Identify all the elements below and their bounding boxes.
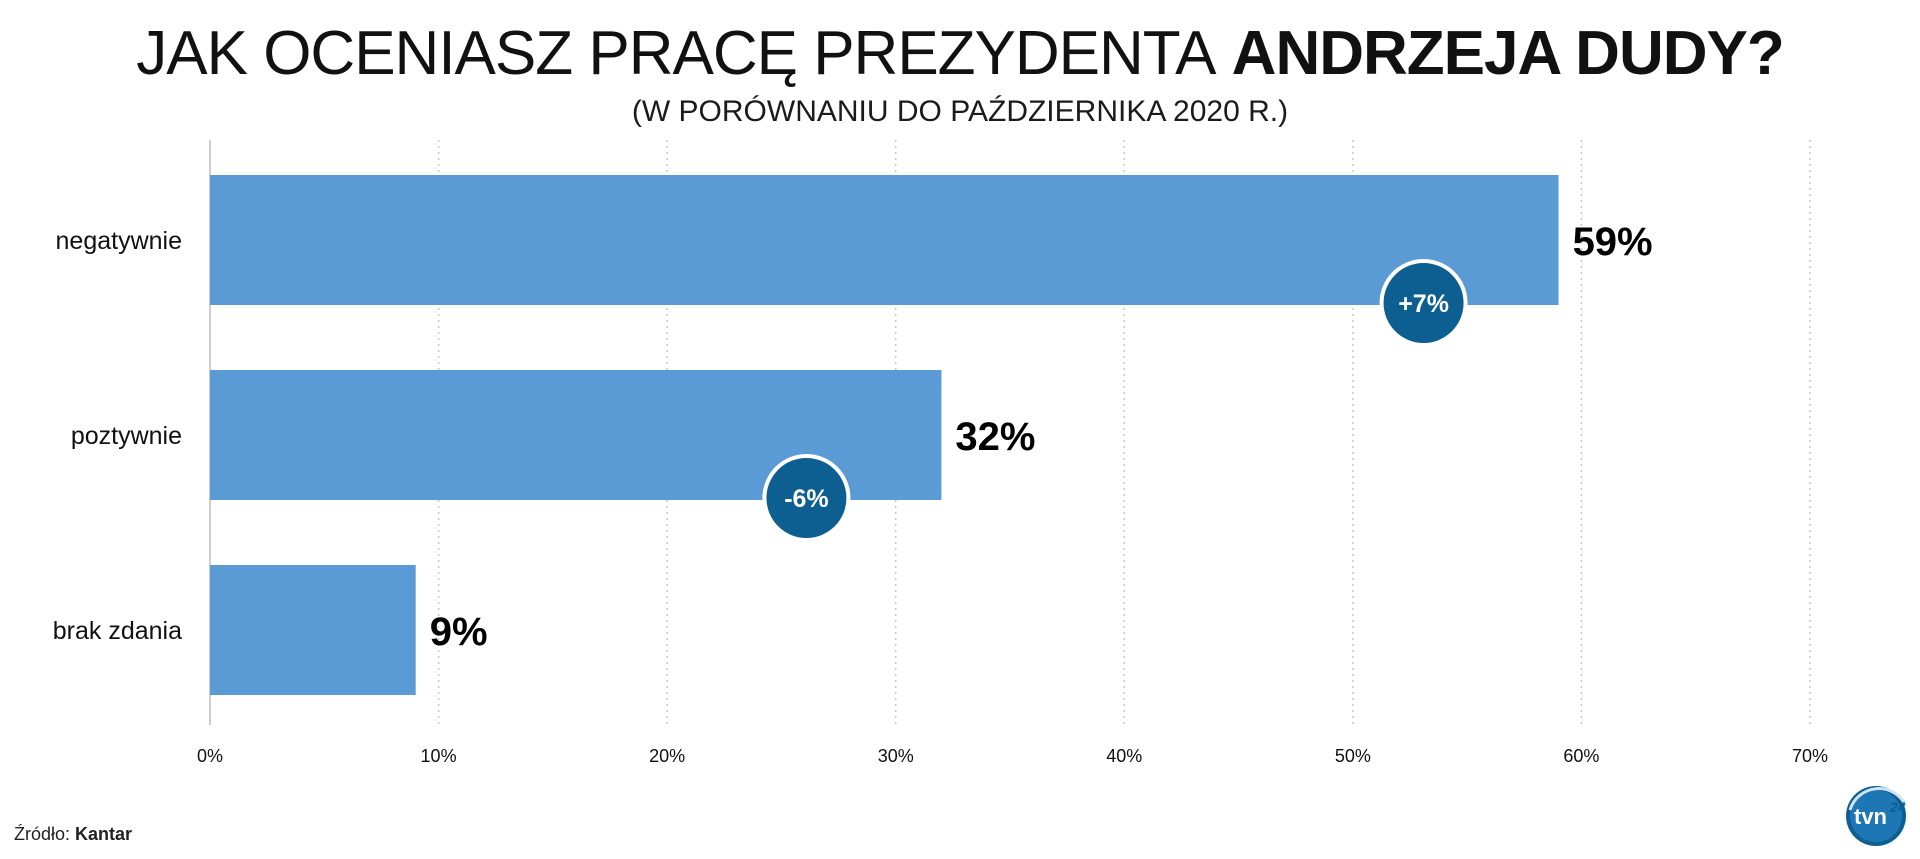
value-label: 32% — [955, 415, 1035, 459]
logo-superscript: 24 — [1889, 799, 1906, 815]
category-label: poztywnie — [71, 422, 182, 450]
category-label: negatywnie — [56, 227, 182, 255]
chart-title: JAK OCENIASZ PRACĘ PREZYDENTA ANDRZEJA D… — [0, 16, 1920, 92]
x-tick-label: 30% — [878, 746, 914, 766]
category-label: brak zdania — [53, 617, 182, 645]
source-name: Kantar — [75, 824, 133, 844]
bar-0 — [210, 175, 1559, 305]
x-tick-label: 0% — [197, 746, 223, 766]
value-label: 9% — [430, 610, 488, 654]
chart-title-light: JAK OCENIASZ PRACĘ PREZYDENTA — [136, 19, 1216, 88]
chart-title-bold: ANDRZEJA DUDY? — [1231, 19, 1785, 88]
x-tick-label: 40% — [1106, 746, 1142, 766]
logo-text: tvn — [1854, 804, 1887, 829]
chart-subtitle: (W PORÓWNANIU DO PAŹDZIERNIKA 2020 R.) — [631, 95, 1289, 128]
x-tick-label: 20% — [649, 746, 685, 766]
tvn24-logo-icon: tvn 24 — [1846, 786, 1908, 846]
bar-chart: 0% 10% 20% 30% 40% 50% 60% 70% negatywnie 59% +7% p… — [53, 140, 1828, 766]
change-label: +7% — [1398, 290, 1449, 318]
change-label: -6% — [784, 485, 828, 513]
change-badge — [1379, 259, 1468, 347]
x-tick-label: 70% — [1792, 746, 1828, 766]
change-badge — [762, 454, 851, 542]
x-tick-label: 60% — [1563, 746, 1599, 766]
bar-2 — [210, 565, 416, 695]
x-tick-label: 50% — [1335, 746, 1371, 766]
source-label: Źródło: — [14, 824, 71, 844]
value-label: 59% — [1573, 220, 1653, 264]
x-tick-label: 10% — [421, 746, 457, 766]
source-note: Źródło: Kantar — [14, 824, 132, 845]
